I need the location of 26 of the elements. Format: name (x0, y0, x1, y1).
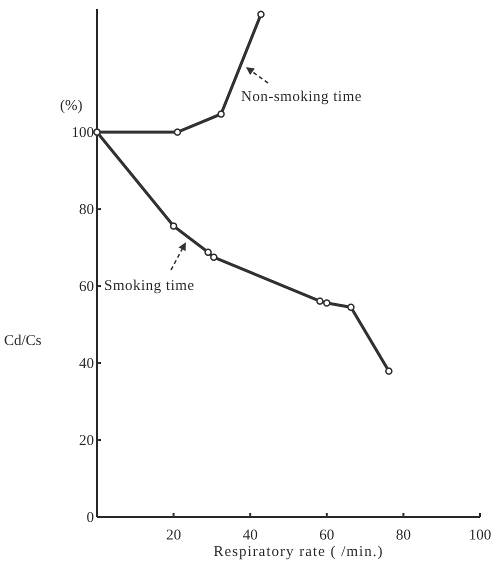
point (174, 128, 182, 136)
point (257, 10, 265, 18)
y-tick-label: 100 (72, 124, 94, 141)
y-tick-label: 80 (79, 202, 94, 218)
x-tick-label: 100 (468, 528, 492, 544)
point (347, 304, 355, 311)
text: (%) (60, 98, 82, 114)
y-tick-label: 20 (79, 432, 94, 449)
annotation: Non-smoking time (241, 89, 362, 105)
point (210, 254, 218, 261)
x-axis-title: Respiratory rate ( /min.) (214, 544, 384, 560)
point (316, 297, 324, 305)
y-tick-label: 60 (79, 278, 94, 295)
point (170, 222, 178, 230)
y-tick-label: 40 (79, 356, 94, 372)
x-tick-label: 20 (166, 528, 182, 544)
annotation: Smoking time (104, 278, 195, 294)
point (323, 299, 331, 307)
x-tick-label: 60 (319, 528, 334, 544)
y-tick-label: 0 (86, 510, 94, 526)
point (385, 367, 393, 375)
x-tick-label: 80 (396, 528, 411, 544)
point (217, 110, 225, 118)
x-tick-label: 40 (242, 528, 258, 544)
point (204, 248, 212, 256)
y-axis-title: Cd/Cs (4, 333, 42, 349)
